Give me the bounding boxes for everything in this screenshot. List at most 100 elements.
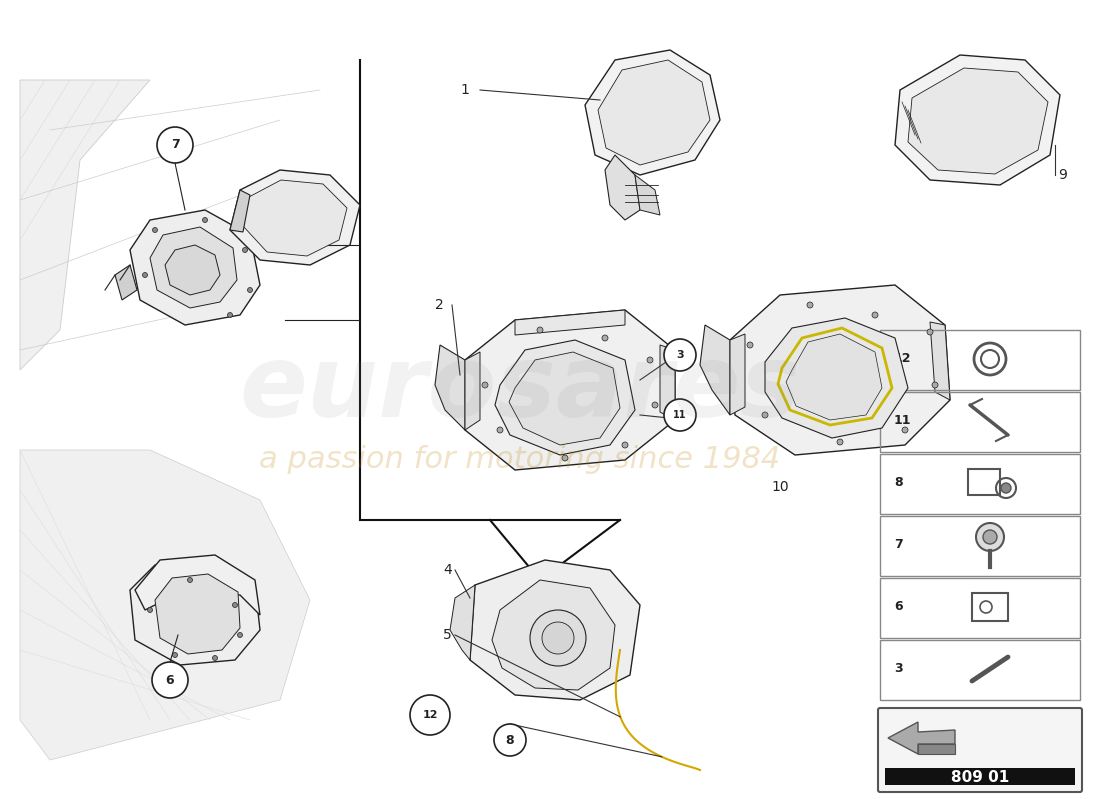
- Text: 8: 8: [894, 477, 903, 490]
- Polygon shape: [888, 722, 955, 754]
- Circle shape: [497, 427, 503, 433]
- Polygon shape: [434, 345, 465, 430]
- FancyBboxPatch shape: [878, 708, 1082, 792]
- Polygon shape: [918, 744, 955, 754]
- Text: 3: 3: [894, 662, 903, 675]
- Text: 4: 4: [443, 563, 452, 577]
- Circle shape: [494, 724, 526, 756]
- Bar: [972, 593, 1008, 621]
- Text: 2: 2: [434, 298, 443, 312]
- Bar: [880, 330, 1080, 390]
- Circle shape: [562, 455, 568, 461]
- Text: eurosares: eurosares: [240, 342, 801, 438]
- Text: 12: 12: [422, 710, 438, 720]
- Circle shape: [187, 578, 192, 582]
- Bar: [880, 640, 1080, 700]
- Circle shape: [537, 327, 543, 333]
- Text: 809 01: 809 01: [950, 770, 1009, 785]
- Polygon shape: [635, 175, 660, 215]
- Circle shape: [232, 602, 238, 607]
- Polygon shape: [150, 227, 236, 308]
- Text: 8: 8: [506, 734, 515, 746]
- Polygon shape: [730, 285, 950, 455]
- Circle shape: [902, 427, 908, 433]
- Polygon shape: [585, 50, 720, 175]
- Text: 12: 12: [894, 353, 912, 366]
- Circle shape: [530, 610, 586, 666]
- Circle shape: [647, 357, 653, 363]
- Circle shape: [1001, 483, 1011, 493]
- Polygon shape: [130, 560, 260, 665]
- Text: 9: 9: [1058, 168, 1067, 182]
- Circle shape: [228, 313, 232, 318]
- Text: 6: 6: [894, 601, 903, 614]
- Polygon shape: [515, 310, 625, 335]
- Bar: [880, 578, 1080, 638]
- Circle shape: [976, 523, 1004, 551]
- Polygon shape: [155, 574, 240, 654]
- Circle shape: [157, 127, 192, 163]
- Circle shape: [664, 399, 696, 431]
- Circle shape: [983, 530, 997, 544]
- Polygon shape: [243, 180, 346, 256]
- Polygon shape: [764, 318, 908, 438]
- Circle shape: [747, 342, 754, 348]
- Polygon shape: [470, 560, 640, 700]
- Bar: [886, 768, 1075, 785]
- Polygon shape: [930, 322, 950, 400]
- Circle shape: [482, 382, 488, 388]
- Bar: [880, 454, 1080, 514]
- Circle shape: [152, 662, 188, 698]
- Text: 7: 7: [894, 538, 903, 551]
- Polygon shape: [20, 450, 310, 760]
- Text: 11: 11: [673, 410, 686, 420]
- Circle shape: [837, 439, 843, 445]
- Circle shape: [410, 695, 450, 735]
- Bar: [968, 469, 1000, 495]
- Polygon shape: [165, 245, 220, 295]
- Text: 3: 3: [676, 350, 684, 360]
- Polygon shape: [605, 155, 640, 220]
- Circle shape: [202, 218, 208, 222]
- Bar: [880, 516, 1080, 576]
- Bar: [880, 392, 1080, 452]
- Text: 7: 7: [170, 138, 179, 151]
- Polygon shape: [130, 210, 260, 325]
- Circle shape: [242, 247, 248, 253]
- Circle shape: [621, 442, 628, 448]
- Circle shape: [664, 339, 696, 371]
- Text: 10: 10: [771, 480, 789, 494]
- Polygon shape: [465, 352, 480, 430]
- Circle shape: [872, 312, 878, 318]
- Polygon shape: [660, 345, 675, 420]
- Circle shape: [542, 622, 574, 654]
- Polygon shape: [116, 265, 138, 300]
- Text: 5: 5: [443, 628, 452, 642]
- Circle shape: [153, 227, 157, 233]
- Circle shape: [652, 402, 658, 408]
- Text: a passion for motoring since 1984: a passion for motoring since 1984: [260, 446, 781, 474]
- Circle shape: [147, 607, 153, 613]
- Circle shape: [238, 633, 242, 638]
- Polygon shape: [786, 334, 882, 420]
- Text: 6: 6: [166, 674, 174, 686]
- Polygon shape: [230, 190, 250, 232]
- Circle shape: [932, 382, 938, 388]
- Circle shape: [212, 655, 218, 661]
- Polygon shape: [509, 352, 620, 445]
- Polygon shape: [895, 55, 1060, 185]
- Circle shape: [927, 329, 933, 335]
- Polygon shape: [700, 325, 730, 415]
- Polygon shape: [492, 580, 615, 690]
- Polygon shape: [230, 170, 360, 265]
- Polygon shape: [465, 310, 675, 470]
- Polygon shape: [598, 60, 710, 165]
- Polygon shape: [495, 340, 635, 455]
- Text: 1: 1: [460, 83, 469, 97]
- Polygon shape: [730, 334, 745, 415]
- Circle shape: [173, 653, 177, 658]
- Circle shape: [248, 287, 253, 293]
- Circle shape: [762, 412, 768, 418]
- Polygon shape: [135, 555, 260, 615]
- Circle shape: [602, 335, 608, 341]
